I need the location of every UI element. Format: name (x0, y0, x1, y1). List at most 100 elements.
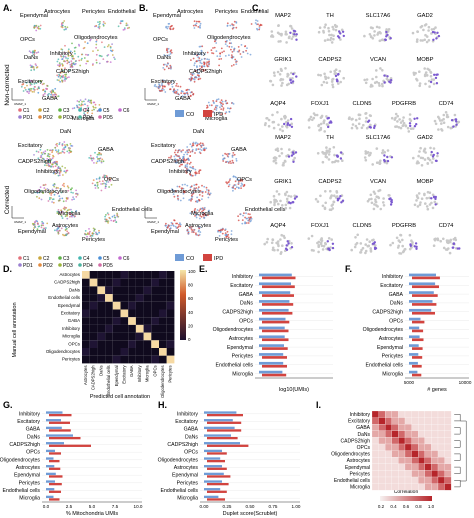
correlation-cell (411, 457, 419, 464)
umap-point (189, 155, 192, 157)
umap-point (58, 211, 61, 214)
umap-point (223, 50, 225, 53)
gene-point (434, 122, 438, 126)
bar-category-label: Inhibitory (177, 411, 198, 417)
gene-point (317, 73, 320, 77)
bar (259, 370, 283, 374)
umap-point (240, 185, 242, 187)
bar (46, 488, 55, 491)
umap-point (201, 142, 204, 145)
heatmap-col-label: Oligodendrocytes (160, 365, 165, 398)
umap-point (34, 63, 37, 65)
umap-point (108, 186, 110, 188)
umap-point (232, 152, 235, 154)
umap-point (230, 46, 233, 48)
gene-point (381, 38, 385, 41)
umap-point (171, 83, 173, 86)
umap-point (71, 65, 74, 68)
correlation-cell (404, 463, 412, 471)
gene-point (265, 117, 268, 120)
umap-point (237, 219, 240, 222)
gene-point (341, 159, 344, 162)
umap-cluster-label: CADPS2high (56, 69, 89, 75)
umap-point (207, 101, 210, 104)
heatmap-col-label: GABA (129, 365, 134, 377)
umap-point (97, 49, 99, 52)
umap-point (235, 186, 238, 189)
umap-point (208, 104, 211, 107)
bar-category-label: GABA (184, 427, 199, 433)
gene-point (363, 78, 367, 82)
gene-label: VCAN (370, 57, 386, 63)
legend-swatch (175, 110, 184, 117)
umap-point (100, 153, 102, 155)
umap-point (195, 76, 198, 79)
correlation-cell (391, 410, 399, 418)
umap-point (229, 24, 232, 27)
bar-category-label: Pericytes (19, 480, 41, 486)
umap-point (57, 187, 59, 189)
bar-category-label: DaNs (390, 301, 403, 307)
umap-point (169, 157, 172, 159)
gene-point (425, 40, 429, 44)
gene-point (432, 38, 435, 41)
gene-point (331, 83, 334, 86)
chart-f: InhibitoryExcitatoryGABADaNsCADPS2highOP… (363, 273, 472, 393)
gene-point (389, 203, 393, 206)
umap-point (247, 213, 250, 215)
umap-point (200, 52, 203, 54)
umap-point (46, 88, 48, 90)
bar (46, 426, 62, 430)
umap-point (107, 213, 110, 216)
legend-swatch (58, 263, 62, 267)
heatmap-cell (143, 317, 152, 325)
umap-point (171, 222, 174, 225)
umap-point (210, 104, 213, 107)
bar (46, 465, 55, 468)
umap-point (98, 153, 100, 156)
gene-point (289, 25, 293, 28)
umap-point (188, 88, 191, 91)
gene-point (325, 115, 328, 118)
bar (259, 291, 291, 294)
umap-point (61, 22, 63, 24)
gene-point (381, 69, 384, 72)
gene-point (388, 197, 391, 201)
heatmap-cell (105, 340, 113, 348)
gene-point (272, 156, 276, 160)
umap-point (181, 95, 184, 98)
umap-point (173, 195, 176, 198)
umap-point (71, 215, 73, 218)
row-label-corrected: Corrected (4, 185, 11, 214)
gene-point (292, 29, 296, 32)
heatmap-cell (105, 271, 113, 279)
gene-point (282, 161, 285, 165)
umap-point (230, 56, 233, 59)
umap-point (35, 29, 38, 32)
umap-point (58, 143, 61, 146)
umap-point (230, 48, 232, 51)
umap-point (182, 197, 185, 200)
legend-label: C1 (23, 256, 30, 262)
gene-point (389, 81, 392, 84)
umap-point (89, 101, 91, 103)
umap-point (39, 24, 42, 27)
umap-point (208, 58, 210, 61)
heatmap-col-label: Ependymal (114, 365, 119, 386)
umap-point (214, 106, 217, 109)
gene-point (336, 73, 340, 76)
umap-point (74, 52, 76, 55)
gene-point (287, 242, 290, 245)
gene-point (407, 130, 411, 133)
heatmap-cell (120, 271, 129, 279)
umap-point (39, 27, 42, 30)
umap-point (101, 180, 104, 183)
umap-point (51, 157, 54, 160)
umap-point (196, 144, 198, 147)
gene-point (271, 246, 275, 250)
gene-point (295, 33, 298, 36)
heatmap-cell (159, 348, 167, 356)
umap-point (168, 67, 170, 70)
gene-point (358, 117, 361, 120)
umap-cluster-label: Pericytes (82, 237, 105, 243)
